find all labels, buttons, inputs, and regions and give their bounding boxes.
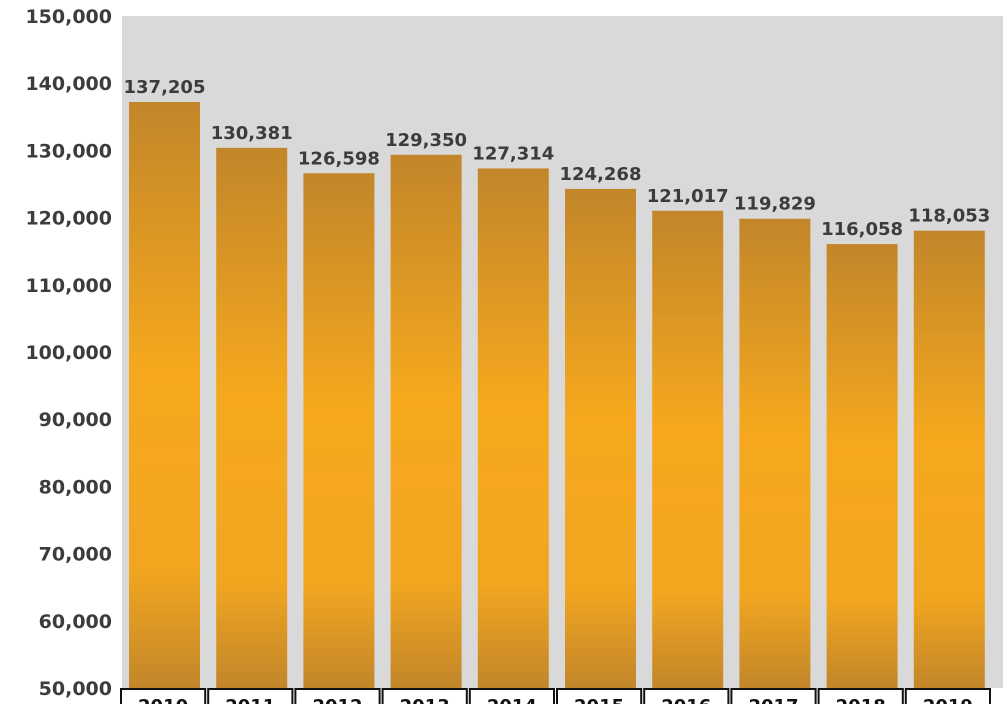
y-tick-label: 80,000 [39, 476, 112, 498]
category-box [817, 688, 904, 704]
category-box [904, 688, 991, 704]
bar-2014 [477, 168, 549, 688]
category-box [556, 688, 643, 704]
data-label: 129,350 [385, 130, 467, 151]
bar-2019 [913, 230, 985, 688]
y-tick-label: 130,000 [25, 140, 112, 162]
y-tick-label: 120,000 [25, 208, 112, 230]
bar-2015 [565, 188, 636, 688]
category-label: 2019 [923, 696, 973, 704]
y-axis: 50,000 60,000 70,000 80,000 90,000 100,000 110… [25, 6, 112, 700]
category-label: 2018 [836, 696, 886, 704]
bar-2016 [652, 210, 724, 689]
bar-2012 [303, 173, 375, 688]
bars [129, 101, 985, 689]
data-label: 137,205 [124, 77, 206, 98]
category-label: 2012 [312, 696, 362, 704]
category-label: 2010 [138, 696, 188, 704]
y-tick-label: 60,000 [39, 611, 112, 633]
data-label: 119,829 [734, 194, 816, 215]
category-box [468, 688, 555, 704]
data-label: 126,598 [298, 148, 380, 169]
category-label: 2011 [225, 696, 275, 704]
category-box [381, 688, 468, 704]
category-box [120, 688, 207, 704]
bar-2018 [826, 244, 898, 688]
category-label: 2017 [748, 696, 798, 704]
y-tick-label: 150,000 [25, 6, 112, 28]
bar-2017 [739, 218, 811, 688]
y-tick-label: 100,000 [25, 342, 112, 364]
bar-2011 [216, 147, 288, 689]
category-box [207, 688, 294, 704]
category-box [730, 688, 817, 704]
category-box [643, 688, 730, 704]
bar-2010 [129, 101, 200, 688]
x-axis: 2010 2011 2012 2013 2014 2015 2016 2017 2018 2019 [120, 688, 991, 704]
data-label: 130,381 [211, 123, 293, 144]
data-label: 127,314 [472, 143, 554, 164]
data-label: 124,268 [560, 164, 642, 185]
data-label: 116,058 [821, 219, 903, 240]
data-label: 121,017 [647, 186, 729, 207]
category-label: 2015 [574, 696, 624, 704]
y-tick-label: 110,000 [25, 275, 112, 297]
category-label: 2013 [400, 696, 450, 704]
bar-2013 [390, 154, 462, 688]
category-label: 2014 [487, 696, 537, 704]
y-tick-label: 70,000 [39, 544, 112, 566]
y-tick-label: 140,000 [25, 73, 112, 95]
category-label: 2016 [661, 696, 711, 704]
category-box [294, 688, 381, 704]
y-tick-label: 90,000 [39, 409, 112, 431]
y-tick-label: 50,000 [39, 678, 112, 700]
data-label: 118,053 [908, 206, 990, 227]
